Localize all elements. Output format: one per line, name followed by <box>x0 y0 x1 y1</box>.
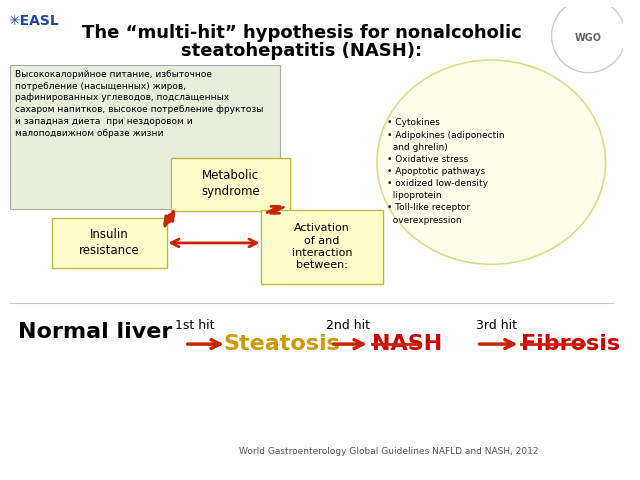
FancyBboxPatch shape <box>52 217 167 268</box>
Text: WGO: WGO <box>575 33 602 43</box>
Circle shape <box>552 0 625 72</box>
Text: World Gastroenterology Global Guidelines NAFLD and NASH, 2012: World Gastroenterology Global Guidelines… <box>239 447 539 456</box>
Text: Activation
of and
interaction
between:: Activation of and interaction between: <box>292 223 352 270</box>
Text: steatohepatitis (NASH):: steatohepatitis (NASH): <box>181 42 422 60</box>
Text: Steatosis: Steatosis <box>224 334 340 354</box>
Ellipse shape <box>377 60 605 264</box>
Text: NASH: NASH <box>372 334 442 354</box>
Text: Metabolic
syndrome: Metabolic syndrome <box>201 169 260 198</box>
Text: Normal liver: Normal liver <box>17 323 172 342</box>
Text: 2nd hit: 2nd hit <box>326 319 371 332</box>
Text: • Cytokines
• Adipokines (adiponectin
  and ghrelin)
• Oxidative stress
• Apopto: • Cytokines • Adipokines (adiponectin an… <box>387 119 505 225</box>
Text: The “multi-hit” hypothesis for nonalcoholic: The “multi-hit” hypothesis for nonalcoho… <box>82 24 522 42</box>
Text: Высококалорийное питание, избыточное
потребление (насыщенных) жиров,
рафинирован: Высококалорийное питание, избыточное пот… <box>15 70 263 138</box>
Text: 1st hit: 1st hit <box>175 319 214 332</box>
Text: 3rd hit: 3rd hit <box>476 319 516 332</box>
FancyBboxPatch shape <box>260 210 383 284</box>
Text: Fibrosis: Fibrosis <box>522 334 621 354</box>
FancyBboxPatch shape <box>172 158 290 211</box>
Text: Insulin
resistance: Insulin resistance <box>79 228 140 257</box>
Text: ✳EASL: ✳EASL <box>8 14 58 28</box>
FancyBboxPatch shape <box>10 65 280 209</box>
